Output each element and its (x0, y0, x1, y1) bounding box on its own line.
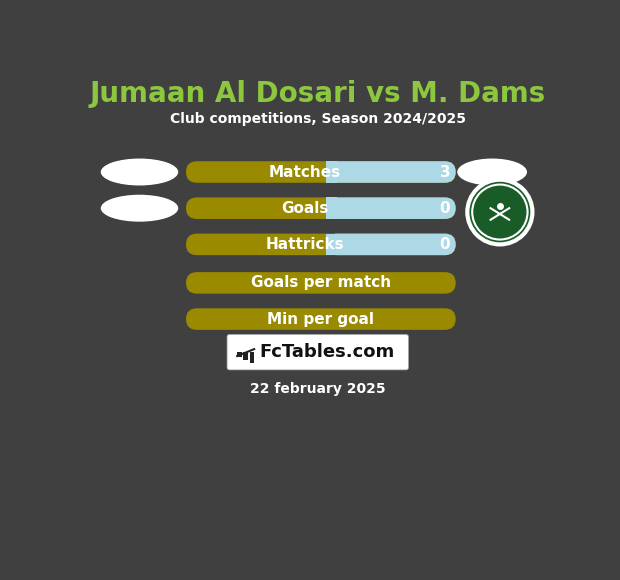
Bar (237, 352, 242, 357)
Bar (326, 234, 337, 255)
Text: FcTables.com: FcTables.com (259, 343, 395, 361)
Bar (249, 352, 254, 363)
Bar (326, 197, 337, 219)
Text: 0: 0 (440, 201, 450, 216)
Text: Hattricks: Hattricks (265, 237, 344, 252)
FancyBboxPatch shape (186, 161, 456, 183)
Text: 0: 0 (440, 237, 450, 252)
Text: 3: 3 (440, 165, 450, 180)
Text: Matches: Matches (268, 165, 341, 180)
Text: Goals: Goals (281, 201, 329, 216)
FancyBboxPatch shape (186, 309, 456, 330)
Bar (326, 161, 337, 183)
FancyBboxPatch shape (227, 335, 409, 370)
Ellipse shape (100, 158, 179, 186)
FancyBboxPatch shape (186, 272, 456, 293)
FancyBboxPatch shape (186, 197, 456, 219)
Text: Min per goal: Min per goal (267, 311, 374, 327)
Text: Goals per match: Goals per match (250, 276, 391, 291)
FancyBboxPatch shape (326, 234, 456, 255)
Ellipse shape (458, 158, 527, 186)
Text: 22 february 2025: 22 february 2025 (250, 382, 386, 396)
FancyBboxPatch shape (326, 197, 456, 219)
Text: Jumaan Al Dosari vs M. Dams: Jumaan Al Dosari vs M. Dams (90, 80, 546, 108)
Ellipse shape (100, 195, 179, 222)
FancyBboxPatch shape (326, 161, 456, 183)
Circle shape (467, 180, 533, 244)
Text: Club competitions, Season 2024/2025: Club competitions, Season 2024/2025 (170, 112, 466, 126)
Bar (243, 352, 248, 360)
FancyBboxPatch shape (186, 234, 456, 255)
